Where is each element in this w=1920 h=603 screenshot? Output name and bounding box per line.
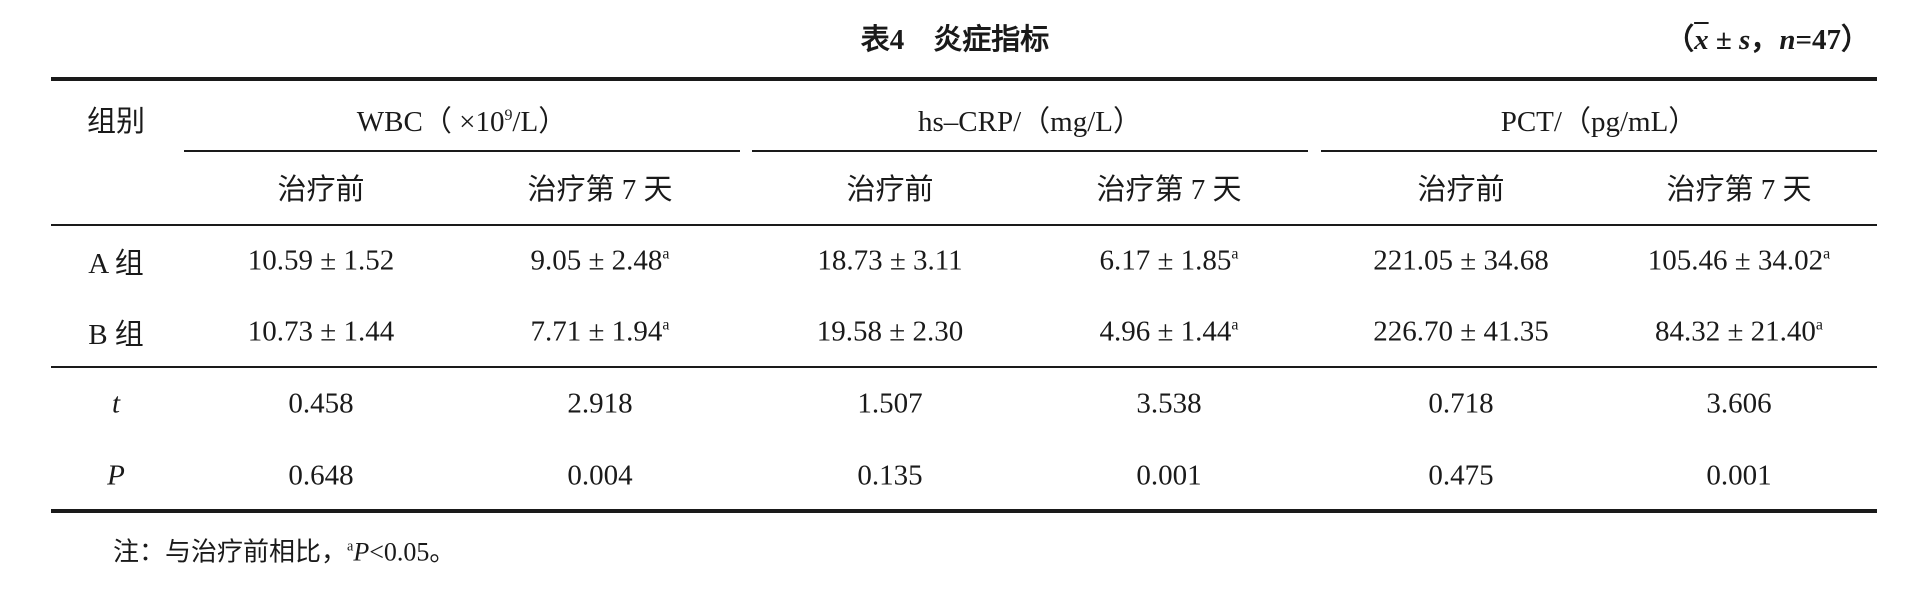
row-label: B 组: [88, 319, 144, 351]
group-rule: [184, 150, 740, 152]
cell-value: 221.05 ± 34.68: [1373, 244, 1549, 277]
row-label: A 组: [88, 248, 144, 280]
cell: 0.001: [1706, 460, 1771, 493]
text: ，: [1750, 24, 1780, 56]
rule-mid: [51, 366, 1877, 368]
cell-value: 0.001: [1136, 459, 1202, 492]
cell: 0.004: [567, 460, 632, 493]
cell: 1.507: [857, 388, 922, 421]
cell-value: 10.59 ± 1.52: [247, 244, 395, 277]
group-header: PCT/（pg/mL）: [1500, 106, 1698, 138]
text: /L）: [512, 106, 568, 138]
rule-top: [51, 77, 1877, 81]
cell-value: 19.58 ± 2.30: [816, 315, 964, 348]
cell-value: 0.718: [1428, 387, 1494, 420]
cell-value: 0.458: [288, 387, 354, 420]
table-note: 注：与治疗前相比，aP<0.05。: [113, 532, 455, 569]
row-header: 组别: [86, 106, 146, 138]
cell-value: 2.918: [567, 387, 633, 420]
cell: 10.73 ± 1.44: [248, 316, 394, 349]
cell-value: 0.475: [1428, 459, 1494, 492]
cell: 19.58 ± 2.30: [817, 316, 963, 349]
table-title: 表4 炎症指标: [860, 24, 1050, 56]
cell: 226.70 ± 41.35: [1373, 316, 1548, 349]
cell: 9.05 ± 2.48a: [531, 245, 670, 278]
cell: 0.001: [1136, 460, 1201, 493]
cell-value: 226.70 ± 41.35: [1373, 315, 1549, 348]
cell-value: 0.004: [567, 459, 633, 492]
subheader: 治疗第 7 天: [1666, 174, 1812, 206]
text: x: [1694, 24, 1709, 56]
cell: 0.475: [1428, 460, 1493, 493]
superscript: a: [662, 245, 670, 263]
cell-value: 9.05 ± 2.48: [530, 244, 663, 277]
rule-head: [51, 224, 1877, 226]
cell: 3.606: [1706, 388, 1771, 421]
superscript: a: [662, 316, 670, 334]
cell: 221.05 ± 34.68: [1373, 245, 1548, 278]
row-label: P: [107, 459, 125, 492]
stat-note: （x ± s，n=47）: [1665, 16, 1870, 58]
text: P: [353, 537, 370, 567]
superscript: a: [1231, 316, 1239, 334]
text: ±: [1708, 24, 1740, 56]
subheader: 治疗第 7 天: [1096, 174, 1242, 206]
cell: 0.718: [1428, 388, 1493, 421]
superscript: a: [1815, 316, 1823, 334]
superscript: a: [1231, 245, 1239, 263]
cell-value: 18.73 ± 3.11: [817, 244, 963, 277]
cell-value: 0.135: [857, 459, 923, 492]
cell-value: 3.606: [1706, 387, 1772, 420]
subheader: 治疗前: [846, 174, 934, 206]
cell-value: 105.46 ± 34.02: [1647, 244, 1824, 277]
subheader: 治疗前: [277, 174, 365, 206]
text: （: [1665, 24, 1695, 56]
cell: 0.648: [288, 460, 353, 493]
cell: 6.17 ± 1.85a: [1100, 245, 1239, 278]
text: 9: [504, 106, 513, 124]
cell: 2.918: [567, 388, 632, 421]
text: n: [1779, 24, 1796, 56]
cell: 7.71 ± 1.94a: [531, 316, 670, 349]
cell: 105.46 ± 34.02a: [1648, 245, 1831, 278]
cell: 3.538: [1136, 388, 1201, 421]
text: s: [1739, 24, 1751, 56]
group-header: hs–CRP/（mg/L）: [918, 106, 1142, 138]
cell: 0.458: [288, 388, 353, 421]
subheader: 治疗第 7 天: [527, 174, 673, 206]
text: WBC（ ×10: [356, 106, 505, 138]
text: <0.05。: [369, 537, 456, 567]
subheader: 治疗前: [1417, 174, 1505, 206]
text: 注：与治疗前相比，: [113, 537, 348, 567]
text: a: [347, 538, 354, 555]
cell-value: 4.96 ± 1.44: [1099, 315, 1232, 348]
cell: 84.32 ± 21.40a: [1655, 316, 1823, 349]
cell-value: 7.71 ± 1.94: [530, 315, 663, 348]
cell: 0.135: [857, 460, 922, 493]
group-rule: [752, 150, 1308, 152]
cell: 10.59 ± 1.52: [248, 245, 394, 278]
rule-bottom: [51, 509, 1877, 513]
cell-value: 3.538: [1136, 387, 1202, 420]
cell-value: 84.32 ± 21.40: [1655, 315, 1816, 348]
cell-value: 1.507: [857, 387, 923, 420]
cell: 4.96 ± 1.44a: [1100, 316, 1239, 349]
cell-value: 6.17 ± 1.85: [1099, 244, 1232, 277]
text: =47）: [1795, 24, 1870, 56]
row-label: t: [111, 387, 121, 420]
superscript: a: [1823, 245, 1831, 263]
group-rule: [1321, 150, 1877, 152]
cell-value: 0.648: [288, 459, 354, 492]
group-header: WBC（ ×109/L）: [357, 98, 567, 140]
cell: 18.73 ± 3.11: [817, 245, 962, 278]
cell-value: 0.001: [1706, 459, 1772, 492]
cell-value: 10.73 ± 1.44: [247, 315, 395, 348]
